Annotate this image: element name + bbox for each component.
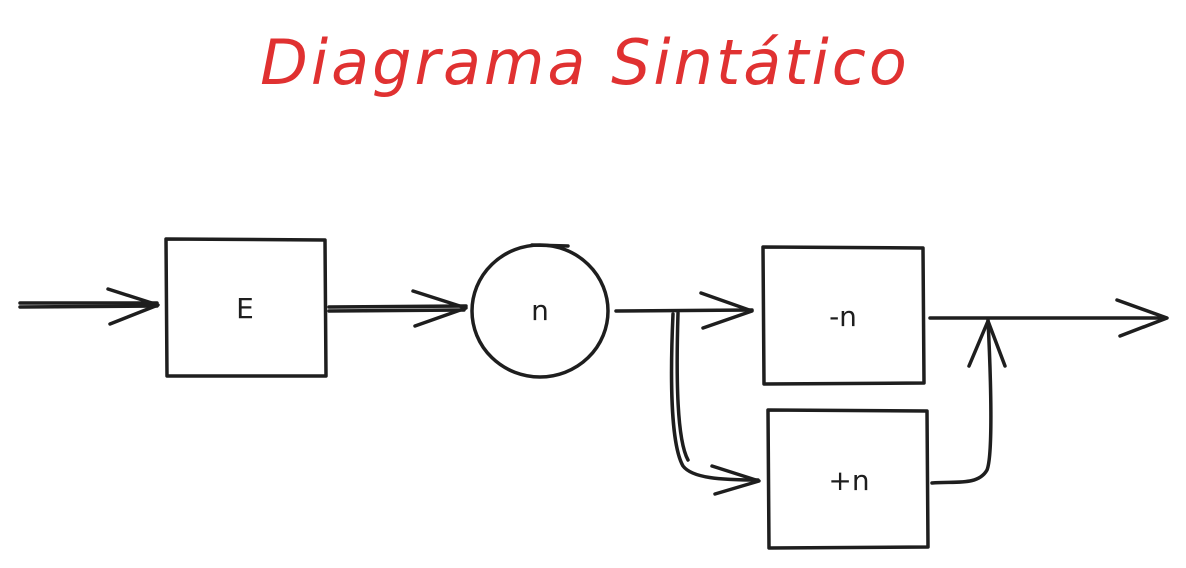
node-plus-n-label: +n xyxy=(828,464,869,497)
node-n-label: n xyxy=(531,294,549,327)
node-e-label: E xyxy=(236,292,254,325)
diagram-title: Diagrama Sintático xyxy=(260,26,910,99)
merge-arrow-from-plus-n xyxy=(930,318,1007,485)
exit-arrow xyxy=(928,298,1169,338)
node-minus-n-label: -n xyxy=(829,300,857,333)
node-n: n xyxy=(470,243,610,379)
entry-arrow xyxy=(18,287,160,326)
node-e: E xyxy=(164,237,328,378)
branch-arrow-to-plus-n xyxy=(669,311,761,496)
arrow-n-to-minus-n xyxy=(614,291,754,330)
arrow-e-to-n xyxy=(327,289,468,328)
node-minus-n: -n xyxy=(761,245,926,386)
node-plus-n: +n xyxy=(766,408,930,550)
